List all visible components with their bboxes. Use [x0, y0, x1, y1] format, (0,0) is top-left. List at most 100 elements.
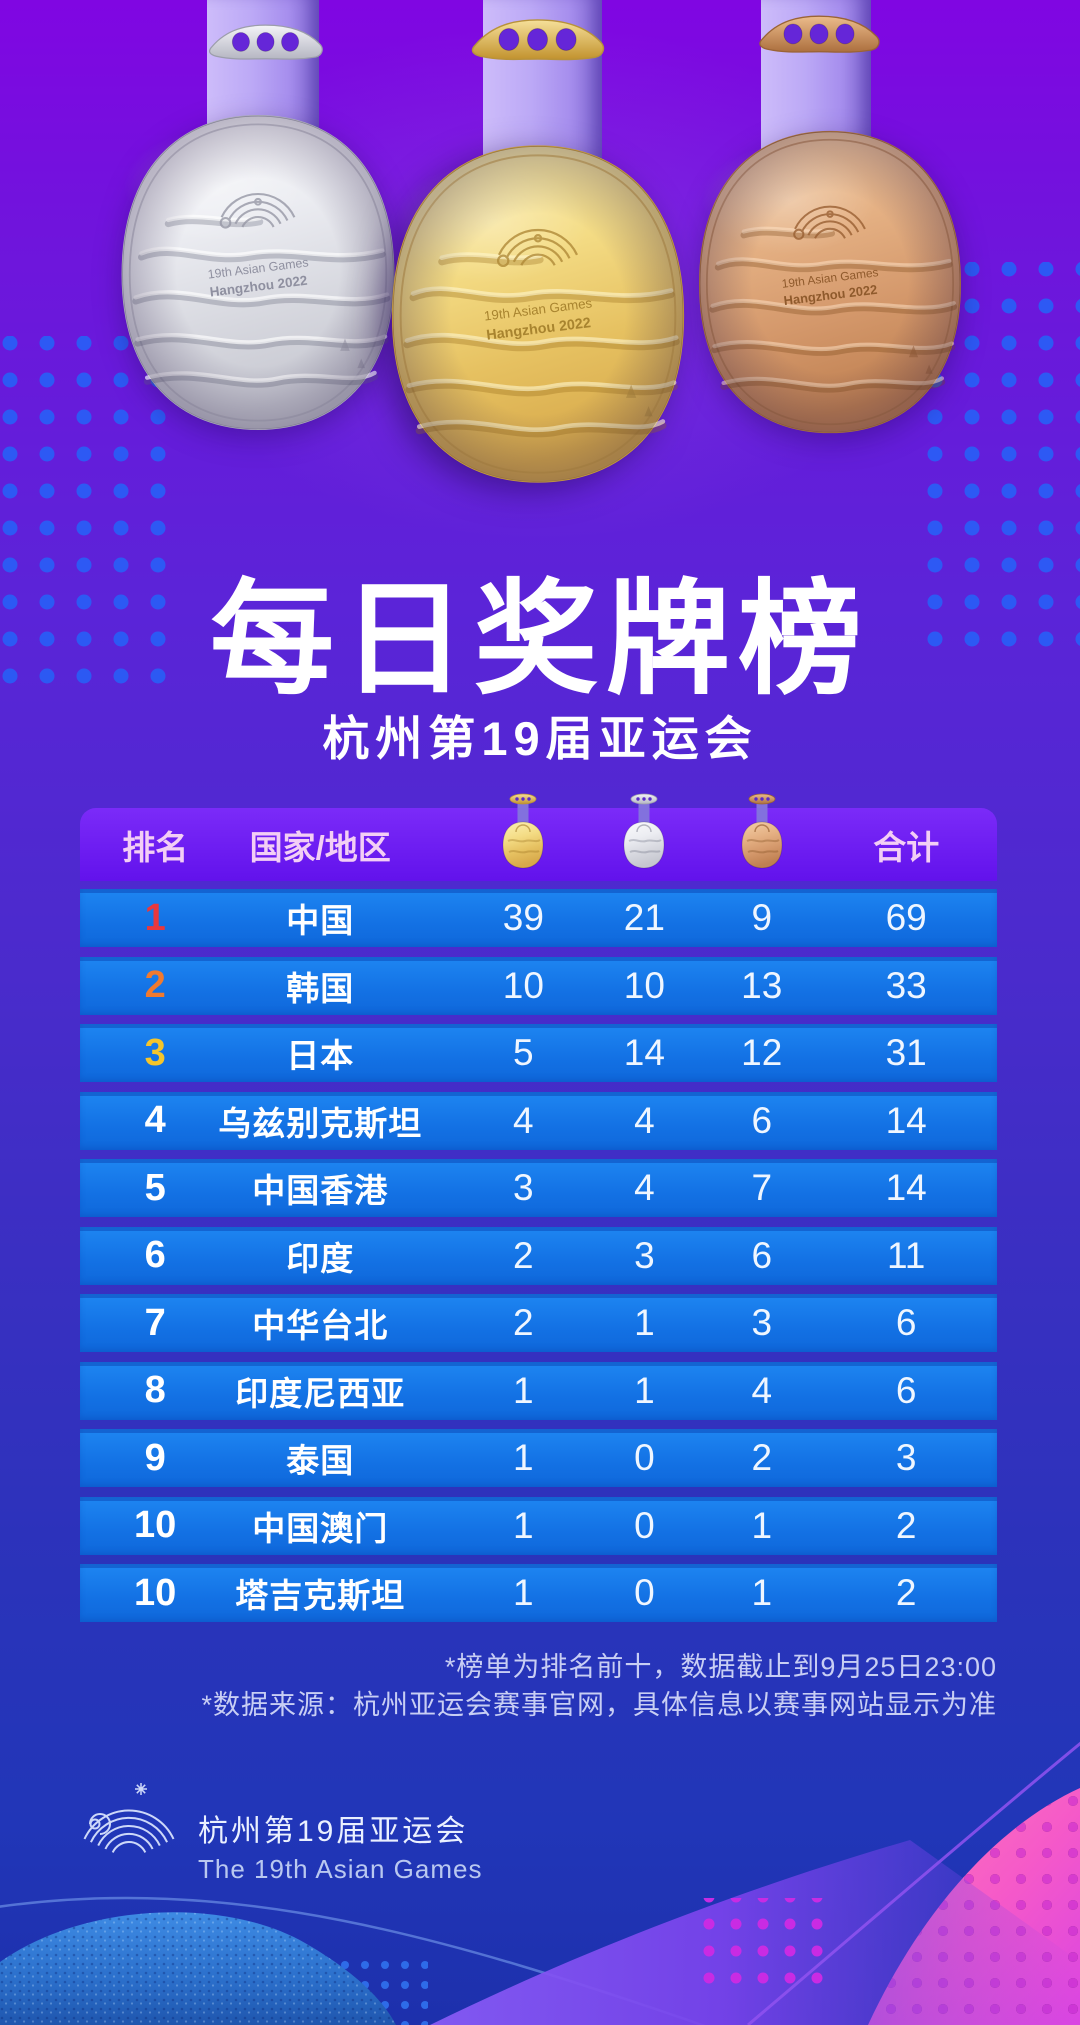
- table-body: 1 中国 39 21 9 69 2 韩国 10 10 13 33 3 日本 5 14 12 31 4 乌兹别克斯坦 4 4…: [80, 889, 997, 1622]
- total-count-cell: 2: [895, 1504, 917, 1546]
- silver-count-cell: 1: [634, 1302, 655, 1343]
- spacer-cell: [410, 1227, 466, 1285]
- bronze-medal-icon: [740, 793, 784, 869]
- table-row: 1 中国 39 21 9 69: [80, 889, 997, 947]
- spacer-cell: [410, 1159, 466, 1217]
- footer-title: 杭州第19届亚运会: [198, 1815, 469, 1848]
- spacer-cell: [410, 889, 466, 947]
- spacer-cell: [410, 1024, 466, 1082]
- pink-swoosh-dots: [868, 1788, 1080, 2025]
- spacer-cell: [410, 1429, 466, 1487]
- rank-cell: 10: [134, 1504, 177, 1546]
- header-spacer: [410, 808, 466, 881]
- rank-cell: 1: [144, 896, 166, 939]
- dot-grid-bottom-blue: [300, 1952, 428, 2025]
- dune-texture: [0, 1912, 396, 2025]
- region-cell: 中国: [286, 902, 355, 939]
- asian-games-emblem-icon: [83, 1783, 175, 1853]
- dot-grid-magenta: [688, 1898, 828, 1994]
- silver-count-cell: 1: [634, 1369, 655, 1411]
- table-row: 3 日本 5 14 12 31: [80, 1024, 997, 1082]
- total-count-cell: 31: [885, 1032, 927, 1073]
- total-count-cell: 6: [895, 1369, 917, 1411]
- rank-cell: 10: [134, 1571, 177, 1614]
- table-row: 10 中国澳门 1 0 1 2: [80, 1496, 997, 1555]
- bronze-count-cell: 13: [741, 964, 783, 1006]
- gold-count-cell: 4: [513, 1099, 534, 1141]
- footnote-line: *榜单为排名前十，数据截止到9月25日23:00: [444, 1652, 997, 1682]
- purple-swoosh: [430, 1840, 1080, 2025]
- rank-cell: 5: [144, 1166, 166, 1209]
- gold-count-cell: 39: [502, 897, 544, 938]
- rank-cell: 7: [144, 1301, 166, 1344]
- rank-cell: 8: [144, 1369, 166, 1411]
- table-row: 6 印度 2 3 6 11: [80, 1226, 997, 1285]
- wave-line-blue: [0, 1896, 706, 2025]
- region-cell: 中华台北: [252, 1307, 389, 1344]
- rank-cell: 6: [144, 1234, 166, 1276]
- rank-cell: 9: [144, 1436, 166, 1479]
- header-bronze-column: [708, 793, 815, 881]
- total-count-cell: 69: [885, 897, 927, 938]
- table-row: 9 泰国 1 0 2 3: [80, 1429, 997, 1487]
- bronze-count-cell: 4: [751, 1369, 773, 1411]
- bronze-count-cell: 6: [751, 1234, 773, 1276]
- gold-count-cell: 3: [513, 1167, 534, 1208]
- region-cell: 韩国: [286, 969, 355, 1007]
- table-row: 4 乌兹别克斯坦 4 4 6 14: [80, 1091, 997, 1150]
- bronze-count-cell: 1: [751, 1504, 773, 1546]
- silver-count-cell: 0: [634, 1437, 655, 1478]
- header-region: 国家/地区: [249, 828, 391, 866]
- silver-count-cell: 4: [634, 1099, 655, 1141]
- region-cell: 乌兹别克斯坦: [218, 1104, 423, 1142]
- spacer-cell: [410, 1564, 466, 1622]
- region-cell: 日本: [286, 1037, 355, 1074]
- footnotes: *榜单为排名前十，数据截止到9月25日23:00 *数据来源：杭州亚运会赛事官网…: [201, 1648, 997, 1724]
- total-count-cell: 2: [895, 1572, 917, 1613]
- gold-count-cell: 10: [502, 964, 544, 1006]
- table-row: 7 中华台北 2 1 3 6: [80, 1294, 997, 1352]
- gold-count-cell: 1: [513, 1369, 534, 1411]
- table-row: 5 中国香港 3 4 7 14: [80, 1159, 997, 1217]
- bronze-medal-clasp-icon: [754, 11, 884, 56]
- region-cell: 中国香港: [252, 1172, 389, 1209]
- silver-medal-clasp-icon: [199, 21, 332, 62]
- medal-table: 排名 国家/地区: [80, 793, 997, 1622]
- total-count-cell: 33: [885, 964, 927, 1006]
- bronze-count-cell: 3: [751, 1302, 773, 1343]
- silver-count-cell: 10: [623, 964, 665, 1006]
- poster-subtitle: 杭州第19届亚运会: [322, 712, 758, 765]
- silver-medal: 19th Asian Games Hangzhou 2022: [110, 110, 406, 435]
- gold-medal-clasp-icon: [466, 15, 609, 63]
- bronze-medal: 19th Asian Games Hangzhou 2022: [690, 126, 970, 438]
- spacer-cell: [410, 1092, 466, 1150]
- bronze-count-cell: 9: [751, 897, 773, 938]
- silver-count-cell: 4: [634, 1167, 655, 1208]
- silver-count-cell: 0: [634, 1572, 655, 1613]
- header-silver-column: [581, 793, 708, 881]
- gold-count-cell: 5: [513, 1032, 534, 1073]
- total-count-cell: 14: [885, 1167, 927, 1208]
- pink-swoosh: [868, 1788, 1080, 2025]
- gold-count-cell: 2: [513, 1234, 534, 1276]
- total-count-cell: 14: [885, 1099, 927, 1141]
- spacer-cell: [410, 1362, 466, 1420]
- gold-count-cell: 1: [513, 1504, 534, 1546]
- gold-count-cell: 1: [513, 1437, 534, 1478]
- total-count-cell: 11: [886, 1234, 926, 1276]
- bronze-count-cell: 2: [751, 1437, 773, 1478]
- silver-count-cell: 21: [623, 897, 665, 938]
- spacer-cell: [410, 1294, 466, 1352]
- gold-count-cell: 2: [513, 1302, 534, 1343]
- dune-shape: [0, 1912, 396, 2025]
- header-rank: 排名: [122, 828, 189, 866]
- gold-medal: 19th Asian Games Hangzhou 2022: [377, 140, 699, 488]
- header-total: 合计: [873, 828, 940, 866]
- curve-line-purple: [747, 1741, 1080, 2025]
- region-cell: 印度尼西亚: [235, 1374, 406, 1412]
- silver-medal-icon: [622, 793, 666, 869]
- table-row: 10 塔吉克斯坦 1 0 1 2: [80, 1564, 997, 1622]
- bronze-count-cell: 7: [751, 1167, 773, 1208]
- bronze-count-cell: 6: [751, 1099, 773, 1141]
